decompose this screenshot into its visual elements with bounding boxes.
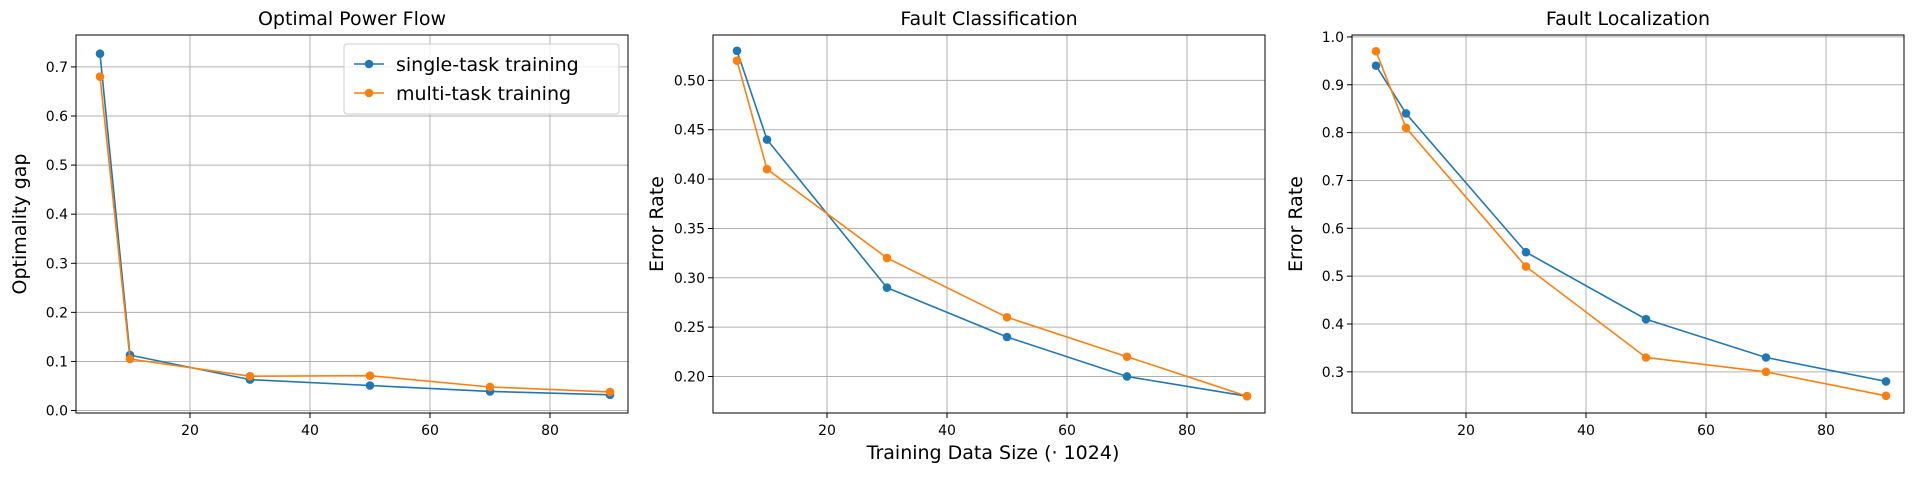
data-point-single-task	[1881, 377, 1891, 386]
axes-frame	[1351, 34, 1905, 414]
legend-marker-multi-task	[364, 88, 374, 98]
x-tick-label: 60	[421, 423, 439, 439]
y-tick-label: 0.45	[674, 123, 705, 139]
y-tick-label: 0.20	[674, 369, 705, 385]
data-point-multi-task	[1371, 46, 1381, 56]
data-point-multi-task	[1881, 391, 1891, 401]
data-point-single-task	[1521, 247, 1531, 257]
shared-x-axis-label: Training Data Size (· 1024)	[866, 442, 1120, 464]
data-point-single-task	[1002, 332, 1012, 342]
legend: single-task training multi-task training	[343, 43, 620, 115]
data-point-multi-task	[762, 164, 772, 174]
y-tick-label: 0.7	[46, 60, 68, 76]
x-tick-label: 40	[938, 423, 956, 439]
x-tick-label: 40	[301, 423, 319, 439]
data-point-multi-task	[485, 382, 495, 392]
data-point-single-task	[95, 49, 105, 58]
data-point-multi-task	[1761, 367, 1771, 377]
x-tick-label: 20	[1457, 423, 1475, 439]
y-tick-label: 0.5	[46, 158, 68, 174]
y-axis-label: Error Rate	[646, 176, 668, 272]
legend-label-multi-task: multi-task training	[396, 83, 571, 105]
data-point-single-task	[762, 135, 772, 144]
data-point-multi-task	[1521, 262, 1531, 271]
data-point-multi-task	[1401, 123, 1411, 133]
y-tick-label: 0.30	[674, 271, 705, 287]
chart-fault-localization: 20 40 60 80 0.3 0.4 0.5 0.6 0.7 0.8 0.9 1.0 Fault Lo…	[1285, 8, 1905, 439]
series-line-multi-task	[736, 60, 1248, 397]
x-tick-label: 20	[818, 423, 836, 439]
data-point-multi-task	[605, 387, 615, 397]
data-point-multi-task	[245, 371, 255, 381]
y-tick-label: 0.1	[46, 354, 68, 370]
x-tick-label: 20	[181, 423, 199, 439]
y-tick-label: 0.8	[1322, 126, 1344, 142]
y-tick-label: 0.40	[674, 172, 705, 188]
y-tick-label: 1.0	[1322, 30, 1344, 46]
data-point-single-task	[1371, 61, 1381, 70]
axes-frame	[75, 34, 629, 414]
y-tick-label: 0.7	[1322, 173, 1344, 189]
y-tick-label: 0.4	[46, 207, 68, 223]
data-point-multi-task	[365, 371, 375, 380]
series-line-single-task	[1375, 65, 1887, 383]
data-point-multi-task	[1122, 352, 1132, 362]
data-point-single-task	[1761, 353, 1771, 362]
chart-fault-classification: 20 40 60 80 0.20 0.25 0.30 0.35 0.40 0.45 0.50 Faul…	[646, 8, 1266, 439]
y-tick-label: 0.9	[1322, 78, 1344, 94]
data-point-multi-task	[95, 72, 105, 82]
x-tick-label: 80	[1817, 423, 1835, 439]
y-tick-label: 0.25	[674, 320, 705, 336]
x-tick-label: 60	[1058, 423, 1076, 439]
legend-box	[343, 43, 620, 115]
data-point-single-task	[365, 381, 375, 390]
legend-label-single-task: single-task training	[396, 54, 579, 76]
y-axis-label: Error Rate	[1285, 176, 1307, 272]
series-line-multi-task	[1375, 51, 1887, 397]
y-tick-label: 0.3	[46, 256, 68, 272]
y-tick-label: 0.4	[1322, 317, 1344, 333]
data-point-single-task	[882, 283, 892, 292]
data-point-multi-task	[882, 253, 892, 263]
x-tick-label: 40	[1577, 423, 1595, 439]
x-tick-label: 80	[1178, 423, 1196, 439]
data-point-single-task	[1401, 109, 1411, 118]
data-point-multi-task	[732, 56, 742, 65]
y-axis-label: Optimality gap	[9, 154, 31, 295]
y-tick-label: 0.2	[46, 305, 68, 321]
chart-title: Fault Classification	[900, 8, 1077, 30]
data-point-multi-task	[1002, 312, 1012, 322]
y-tick-label: 0.50	[674, 73, 705, 89]
y-tick-label: 0.0	[46, 404, 68, 420]
x-tick-label: 60	[1697, 423, 1715, 439]
chart-optimal-power-flow: 20 40 60 80 0.0 0.1 0.2 0.3 0.4 0.5 0.6 0.7 Optimal …	[9, 8, 629, 439]
y-tick-label: 0.35	[674, 221, 705, 237]
y-tick-label: 0.6	[46, 109, 68, 125]
data-point-multi-task	[1242, 391, 1252, 401]
y-tick-label: 0.3	[1322, 365, 1344, 381]
series-line-multi-task	[99, 76, 611, 393]
data-point-single-task	[1641, 314, 1651, 324]
chart-title: Fault Localization	[1546, 8, 1710, 30]
legend-marker-single-task	[364, 59, 374, 69]
y-tick-label: 0.6	[1322, 221, 1344, 237]
series-line-single-task	[736, 50, 1248, 397]
data-point-single-task	[732, 46, 742, 56]
y-tick-label: 0.5	[1322, 269, 1344, 285]
data-point-multi-task	[1641, 353, 1651, 362]
data-point-multi-task	[125, 354, 135, 364]
axes-frame	[712, 34, 1266, 414]
data-point-single-task	[1122, 372, 1132, 381]
x-tick-label: 80	[541, 423, 559, 439]
chart-title: Optimal Power Flow	[258, 8, 446, 30]
